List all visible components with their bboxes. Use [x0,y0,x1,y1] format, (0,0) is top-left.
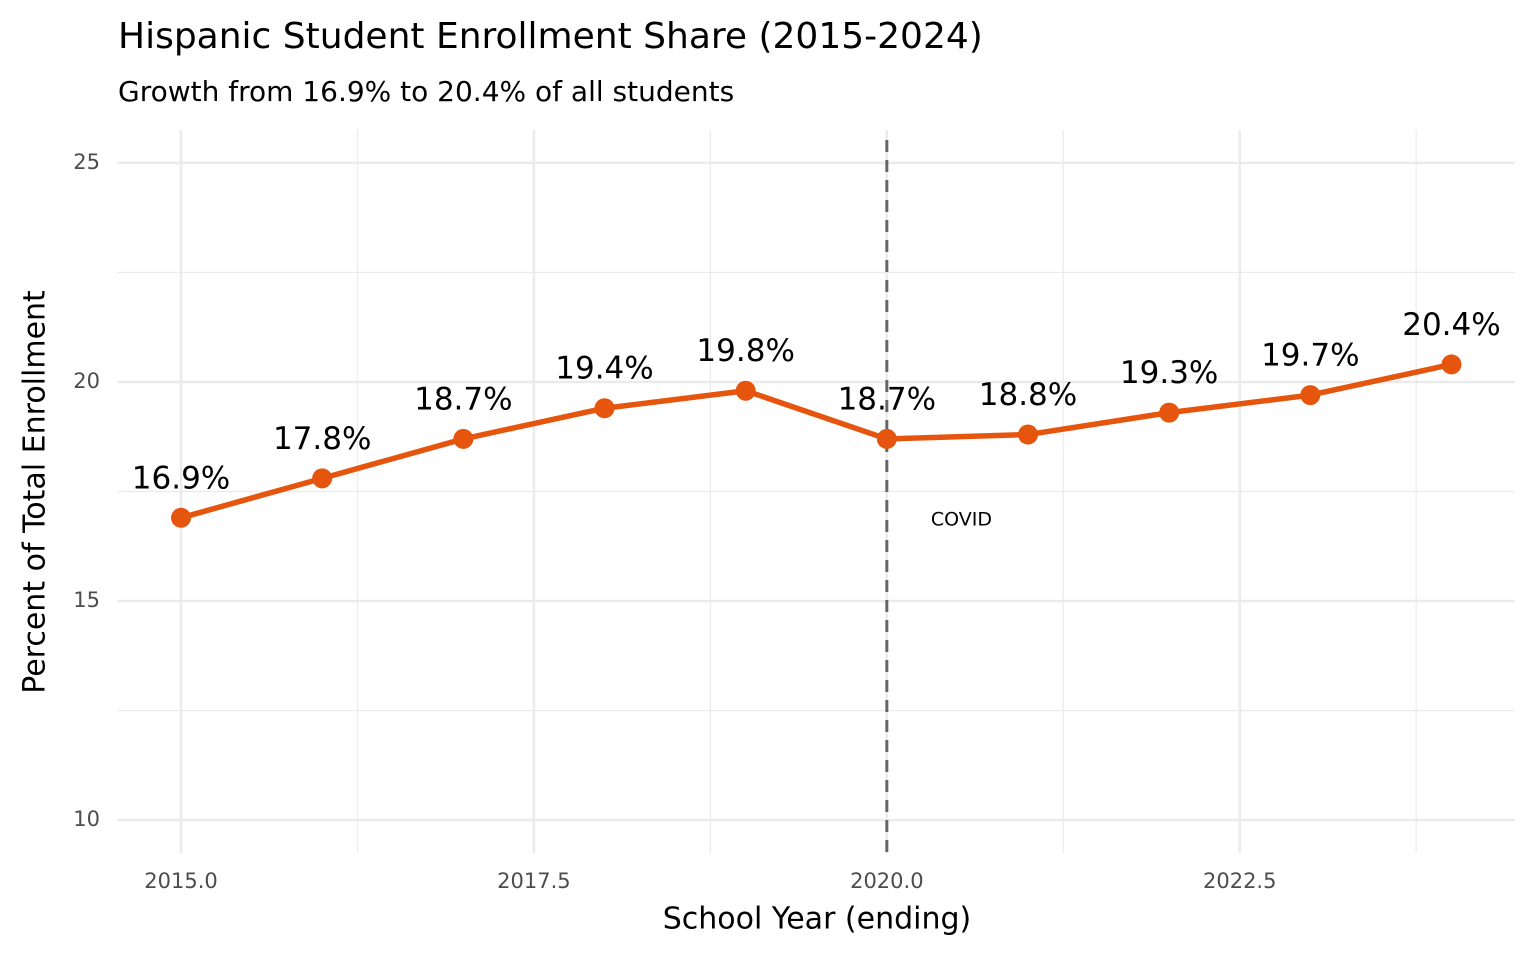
data-label: 18.7% [414,381,512,417]
data-label: 17.8% [273,421,371,457]
point [453,428,474,449]
data-label: 18.8% [979,377,1077,413]
y-axis-title: Percent of Total Enrollment [18,290,53,694]
x-tick-label: 2020.0 [850,869,923,893]
data-label: 18.7% [838,381,936,417]
x-axis-title: School Year (ending) [663,902,972,937]
y-tick-label: 15 [73,588,100,612]
data-label: 16.9% [132,460,230,496]
annotation: COVID [931,509,992,531]
x-tick-label: 2022.5 [1203,869,1276,893]
point [876,428,897,449]
x-tick-label: 2015.0 [144,869,217,893]
point [1441,354,1462,375]
data-label: 19.8% [696,333,794,369]
data-label: 20.4% [1402,307,1500,343]
point [171,507,192,528]
point [1159,402,1180,423]
point [1017,424,1038,445]
data-label: 19.3% [1120,355,1218,391]
y-tick-label: 10 [73,807,100,831]
point [735,380,756,401]
point [1300,385,1321,406]
data-label: 19.4% [555,351,653,387]
point [312,468,333,489]
data-label: 19.7% [1261,338,1359,374]
line [180,361,1453,521]
chart-subtitle: Growth from 16.9% to 20.4% of all studen… [118,75,734,108]
chart-title: Hispanic Student Enrollment Share (2015-… [118,16,983,57]
point [594,398,615,419]
x-tick-label: 2017.5 [497,869,570,893]
y-tick-label: 25 [73,150,100,174]
y-tick-label: 20 [73,369,100,393]
